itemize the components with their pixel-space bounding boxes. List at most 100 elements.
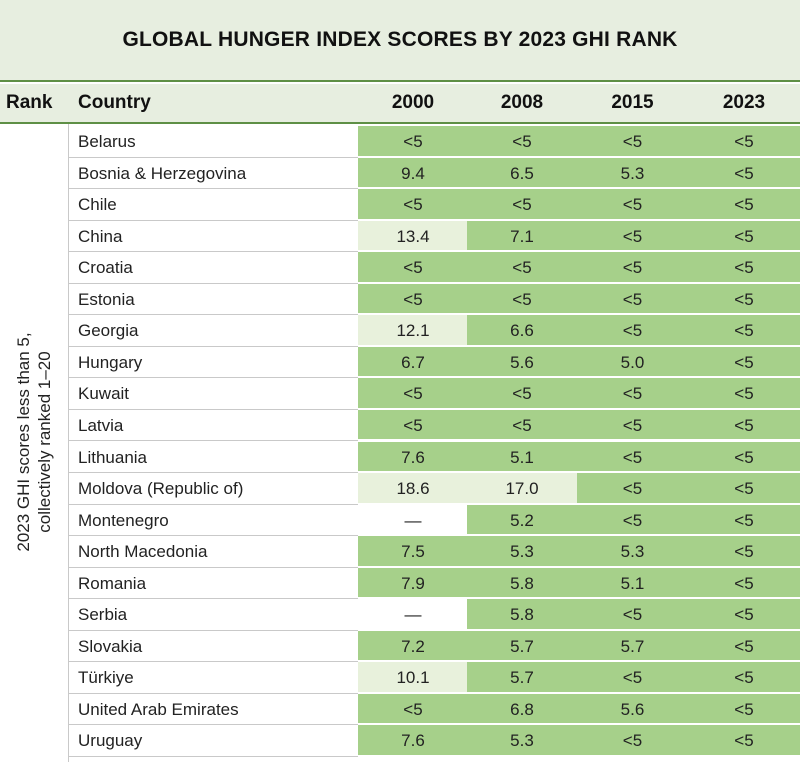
score-cell: 5.3 — [467, 725, 577, 757]
country: Slovakia — [68, 631, 358, 663]
country: United Arab Emirates — [68, 694, 358, 726]
score-cell: 5.7 — [577, 630, 688, 663]
score-cell: <5 — [467, 409, 577, 442]
country: Latvia — [68, 410, 358, 442]
score-cell: 18.6 — [358, 473, 468, 505]
score-cell: 17.0 — [467, 473, 577, 505]
score-cell: <5 — [688, 220, 800, 253]
header-row — [0, 84, 800, 124]
score-cell: <5 — [577, 283, 688, 316]
score-cell: 5.7 — [467, 630, 577, 663]
score-cell: <5 — [577, 504, 688, 537]
country: Uruguay — [68, 725, 358, 757]
score-cell: <5 — [688, 157, 800, 190]
score-cell: — — [358, 504, 468, 537]
column-header: Rank — [6, 92, 53, 113]
country: Moldova (Republic of) — [68, 473, 358, 505]
score-cell: 5.8 — [467, 599, 577, 631]
country: Serbia — [68, 599, 358, 631]
score-cell: 5.1 — [467, 441, 577, 474]
score-cell: <5 — [577, 599, 688, 631]
score-cell: 5.3 — [577, 157, 688, 190]
score-cell: <5 — [688, 346, 800, 379]
score-cell: <5 — [577, 220, 688, 253]
score-cell: 5.1 — [577, 567, 688, 600]
score-cell: 5.2 — [467, 504, 577, 537]
score-cell: <5 — [688, 409, 800, 442]
score-cell: 7.9 — [358, 567, 468, 600]
score-cell: <5 — [358, 693, 468, 726]
score-cell: <5 — [577, 662, 688, 694]
country: Estonia — [68, 284, 358, 316]
score-cell: 5.6 — [467, 346, 577, 379]
country: Montenegro — [68, 505, 358, 537]
score-cell: 6.6 — [467, 315, 577, 347]
country: Lithuania — [68, 442, 358, 474]
score-cell: <5 — [688, 473, 800, 505]
score-cell: 6.8 — [467, 693, 577, 726]
score-cell: 7.5 — [358, 536, 468, 568]
country: Belarus — [68, 126, 358, 158]
title-band — [0, 0, 800, 82]
score-cell: <5 — [358, 189, 468, 221]
score-cell: <5 — [688, 126, 800, 158]
score-cell: <5 — [688, 662, 800, 694]
country: Georgia — [68, 315, 358, 347]
score-cell: <5 — [688, 283, 800, 316]
score-cell: <5 — [688, 315, 800, 347]
score-cell: <5 — [577, 252, 688, 284]
rank-note-line: 2023 GHI scores less than 5, — [14, 332, 33, 552]
score-cell: <5 — [358, 126, 468, 158]
score-cell: <5 — [577, 725, 688, 757]
score-cell: <5 — [688, 567, 800, 600]
country: Bosnia & Herzegovina — [68, 158, 358, 190]
column-header: 2023 — [722, 92, 766, 113]
score-cell: 7.6 — [358, 725, 468, 757]
score-cell: <5 — [467, 126, 577, 158]
score-cell: — — [358, 599, 468, 631]
score-cell: <5 — [467, 378, 577, 410]
rank-column: 2023 GHI scores less than 5, collectively… — [0, 124, 69, 762]
country: Kuwait — [68, 378, 358, 410]
score-cell: 13.4 — [358, 220, 468, 253]
rank-note: 2023 GHI scores less than 5, collectively… — [13, 332, 55, 551]
score-cell: <5 — [688, 630, 800, 663]
score-cell: <5 — [577, 126, 688, 158]
score-cell: <5 — [467, 189, 577, 221]
score-cell: <5 — [358, 409, 468, 442]
score-cell: 9.4 — [358, 157, 468, 190]
score-cell: 5.3 — [577, 536, 688, 568]
score-cell: 10.1 — [358, 662, 468, 694]
score-cell: <5 — [688, 599, 800, 631]
country: Croatia — [68, 252, 358, 284]
score-cell: 5.7 — [467, 662, 577, 694]
score-cell: <5 — [688, 725, 800, 757]
score-cell: <5 — [577, 409, 688, 442]
score-cell: 5.3 — [467, 536, 577, 568]
score-cell: <5 — [577, 473, 688, 505]
country: North Macedonia — [68, 536, 358, 568]
score-cell: <5 — [577, 189, 688, 221]
score-cell: <5 — [467, 252, 577, 284]
score-cell: <5 — [688, 504, 800, 537]
score-cell: 7.2 — [358, 630, 468, 663]
score-cell: <5 — [688, 252, 800, 284]
score-cell: <5 — [467, 283, 577, 316]
score-cell: <5 — [688, 378, 800, 410]
country: Hungary — [68, 347, 358, 379]
column-header: Country — [78, 92, 151, 113]
score-cell: <5 — [688, 189, 800, 221]
score-cell: <5 — [688, 693, 800, 726]
score-cell: 5.6 — [577, 693, 688, 726]
score-cell: 6.5 — [467, 157, 577, 190]
score-cell: <5 — [688, 441, 800, 474]
country: China — [68, 221, 358, 253]
score-cell: 7.6 — [358, 441, 468, 474]
score-cell: 5.8 — [467, 567, 577, 600]
country: Romania — [68, 568, 358, 600]
title: GLOBAL HUNGER INDEX SCORES BY 2023 GHI R… — [122, 28, 678, 51]
column-header: 2000 — [391, 92, 435, 113]
score-cell: <5 — [688, 536, 800, 568]
score-cell: 7.1 — [467, 220, 577, 253]
